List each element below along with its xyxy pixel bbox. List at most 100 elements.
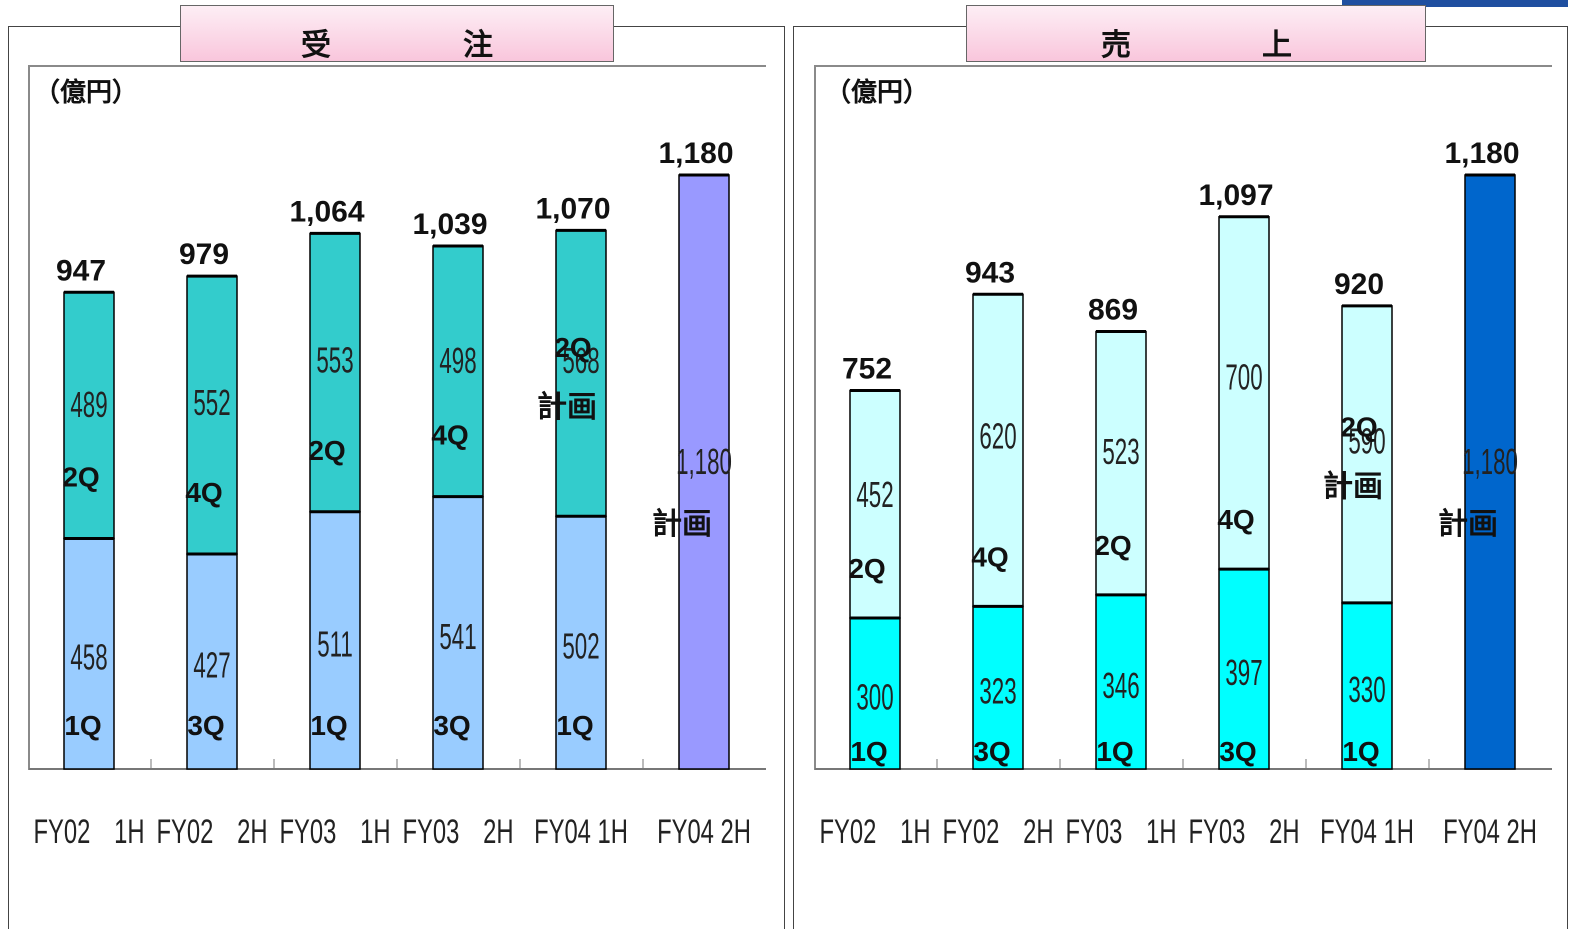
sales-plan-note: 計画 xyxy=(1438,507,1498,541)
sales-total-label: 1,180 xyxy=(1444,137,1519,170)
orders-total-label: 1,070 xyxy=(535,192,610,225)
sales-bottom-value: 397 xyxy=(1225,654,1262,694)
sales-quarter-label: 1Q xyxy=(1096,736,1133,767)
orders-bottom-value: 541 xyxy=(439,618,476,658)
sales-total-label: 1,097 xyxy=(1198,179,1273,212)
sales-quarter-label: 3Q xyxy=(973,736,1010,767)
orders-category-label: FY03 2H xyxy=(402,813,513,851)
orders-bottom-segment xyxy=(186,553,238,770)
sales-unit-label: （億円） xyxy=(825,77,930,107)
sales-top-value: 523 xyxy=(1102,433,1139,473)
orders-category-label: FY04 2H xyxy=(657,813,751,851)
sales-quarter-label: 2Q xyxy=(1094,530,1131,561)
orders-plan-bar xyxy=(678,174,730,770)
sales-title-tab: 売 上 xyxy=(966,5,1426,62)
sales-top-segment xyxy=(1218,216,1270,570)
orders-title-part1: 受 xyxy=(301,29,331,62)
orders-top-value: 489 xyxy=(70,386,107,426)
orders-top-segment xyxy=(432,245,484,498)
orders-category-label: FY03 1H xyxy=(279,813,390,851)
sales-quarter-label: 2Q xyxy=(848,553,885,584)
sales-plan-value-label: 1,180 xyxy=(1462,443,1518,483)
orders-quarter-label: 2Q xyxy=(308,435,345,466)
orders-category-label: FY04 1H xyxy=(534,813,628,851)
sales-title-part1: 売 xyxy=(1101,29,1131,62)
sales-plot-area xyxy=(814,65,1552,770)
sales-bottom-value: 323 xyxy=(979,672,1016,712)
sales-top-value: 452 xyxy=(856,476,893,516)
sales-category-label: FY03 1H xyxy=(1065,813,1176,851)
sales-bottom-segment xyxy=(1341,602,1393,770)
orders-top-segment xyxy=(63,291,115,540)
orders-bottom-value: 511 xyxy=(317,625,353,665)
orders-bottom-value: 502 xyxy=(562,627,599,667)
sales-plan-bar xyxy=(1464,174,1516,770)
orders-top-segment xyxy=(555,229,607,518)
orders-quarter-label: 4Q xyxy=(431,420,468,451)
sales-total-label: 869 xyxy=(1088,294,1138,327)
sales-category-label: FY03 2H xyxy=(1188,813,1299,851)
sales-bottom-value: 330 xyxy=(1348,671,1385,711)
sales-quarter-label: 4Q xyxy=(971,541,1008,572)
sales-bottom-value: 300 xyxy=(856,678,893,718)
orders-title-tab: 受 注 xyxy=(180,5,614,62)
orders-top-value: 552 xyxy=(193,384,230,424)
orders-bottom-value: 427 xyxy=(193,646,230,686)
orders-category-label: FY02 1H xyxy=(33,813,144,851)
sales-title-part2: 上 xyxy=(1262,29,1292,62)
orders-category-label: FY02 2H xyxy=(156,813,267,851)
orders-bottom-value: 458 xyxy=(70,638,107,678)
orders-total-label: 1,039 xyxy=(412,208,487,241)
orders-top-value: 568 xyxy=(562,342,599,382)
sales-quarter-label: 3Q xyxy=(1219,736,1256,767)
sales-bottom-value: 346 xyxy=(1102,667,1139,707)
sales-bottom-segment xyxy=(1095,594,1147,770)
sales-category-label: FY02 2H xyxy=(942,813,1053,851)
sales-top-value: 700 xyxy=(1225,358,1262,398)
orders-title-part2: 注 xyxy=(463,29,493,62)
sales-total-label: 920 xyxy=(1334,268,1384,301)
orders-total-label: 1,064 xyxy=(289,195,364,228)
orders-plan-note: 計画 xyxy=(652,507,712,541)
sales-top-value: 620 xyxy=(979,417,1016,457)
orders-quarter-label: 4Q xyxy=(185,477,222,508)
sales-category-label: FY04 2H xyxy=(1443,813,1537,851)
orders-bottom-segment xyxy=(309,511,361,770)
orders-quarter-label: 2Q xyxy=(62,461,99,492)
sales-category-label: FY04 1H xyxy=(1320,813,1414,851)
orders-quarter-label: 1Q xyxy=(64,710,101,741)
orders-unit-label: （億円） xyxy=(34,77,139,107)
orders-panel xyxy=(8,26,785,929)
sales-top-segment xyxy=(972,293,1024,608)
logo-fragment xyxy=(1342,0,1568,7)
orders-bottom-segment xyxy=(63,537,115,770)
orders-total-label: 947 xyxy=(56,254,106,287)
orders-top-segment xyxy=(186,275,238,555)
sales-total-label: 752 xyxy=(842,352,892,385)
orders-quarter-label: 1Q xyxy=(310,710,347,741)
orders-quarter-label: 3Q xyxy=(187,710,224,741)
orders-bottom-segment xyxy=(432,495,484,770)
orders-top-value: 498 xyxy=(439,342,476,382)
orders-top-segment xyxy=(309,232,361,513)
orders-quarter-label: 2Q xyxy=(554,332,591,363)
orders-top-value: 553 xyxy=(316,341,353,381)
sales-top-segment xyxy=(1095,330,1147,596)
sales-plan-note: 計画 xyxy=(1323,470,1383,504)
sales-quarter-label: 4Q xyxy=(1217,504,1254,535)
orders-plot-area xyxy=(28,65,766,770)
orders-total-label: 1,180 xyxy=(658,137,733,170)
orders-plan-note: 計画 xyxy=(537,390,597,424)
orders-total-label: 979 xyxy=(179,238,229,271)
sales-quarter-label: 1Q xyxy=(1342,736,1379,767)
sales-total-label: 943 xyxy=(965,256,1015,289)
sales-category-label: FY02 1H xyxy=(819,813,930,851)
orders-chart: 458 489 1Q 2Q 947 FY02 1H 427 552 3Q 4Q 979 FY02 2H… xyxy=(29,137,766,851)
sales-quarter-label: 1Q xyxy=(850,736,887,767)
sales-quarter-label: 2Q xyxy=(1340,412,1377,443)
orders-quarter-label: 3Q xyxy=(433,710,470,741)
sales-top-value: 590 xyxy=(1348,422,1385,462)
orders-plan-value-label: 1,180 xyxy=(676,443,732,483)
orders-quarter-label: 1Q xyxy=(556,710,593,741)
